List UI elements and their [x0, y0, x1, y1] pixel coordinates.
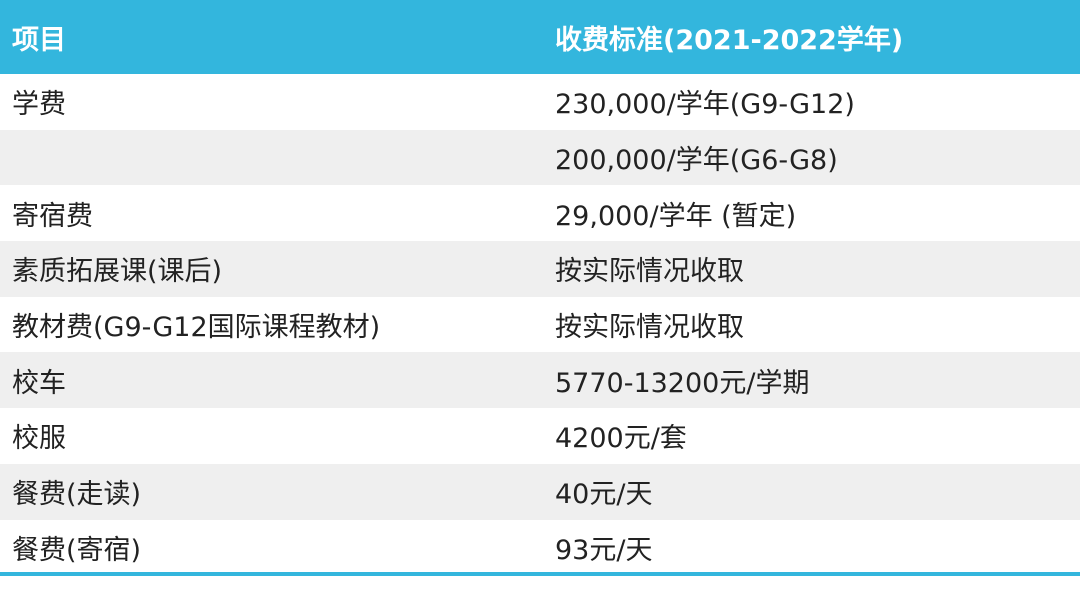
row-fee: 按实际情况收取: [555, 256, 744, 288]
table-row: 素质拓展课(课后) 按实际情况收取: [0, 241, 1080, 297]
row-item: 学费: [12, 89, 66, 121]
row-item: [0, 130, 543, 186]
table-row: 寄宿费 29,000/学年 (暂定): [0, 185, 1080, 242]
row-fee: 按实际情况收取: [555, 312, 744, 344]
row-item: 餐费(走读): [12, 479, 142, 511]
row-fee: 40元/天: [555, 479, 653, 511]
header-fee: 收费标准(2021-2022学年): [555, 24, 904, 56]
table-row: 学费 230,000/学年(G9-G12): [0, 74, 1080, 130]
header-item: 项目: [12, 24, 66, 56]
row-fee: 230,000/学年(G9-G12): [555, 89, 855, 121]
row-fee: 200,000/学年(G6-G8): [555, 145, 838, 177]
row-fee: 5770-13200元/学期: [555, 367, 810, 399]
table-header-row: 项目 收费标准(2021-2022学年): [0, 0, 1080, 74]
row-item: 餐费(寄宿): [12, 534, 142, 566]
row-fee: 29,000/学年 (暂定): [555, 200, 797, 232]
table-row: 校车 5770-13200元/学期: [0, 352, 1080, 409]
row-fee: 93元/天: [555, 534, 653, 566]
row-item: 校服: [12, 423, 66, 455]
row-item: 教材费(G9-G12国际课程教材): [12, 312, 381, 344]
table-row: 校服 4200元/套: [0, 408, 1080, 464]
table-row: 教材费(G9-G12国际课程教材) 按实际情况收取: [0, 296, 1080, 353]
row-item: 寄宿费: [12, 200, 93, 232]
table-row: 200,000/学年(G6-G8): [0, 129, 1080, 186]
bottom-rule: [0, 572, 1080, 576]
row-item: 素质拓展课(课后): [12, 256, 223, 288]
row-item: 校车: [12, 367, 66, 399]
table-row: 餐费(寄宿) 93元/天: [0, 519, 1080, 576]
row-fee: 4200元/套: [555, 423, 687, 455]
fee-table: 项目 收费标准(2021-2022学年) 学费 230,000/学年(G9-G1…: [0, 0, 1080, 576]
table-row: 餐费(走读) 40元/天: [0, 463, 1080, 520]
